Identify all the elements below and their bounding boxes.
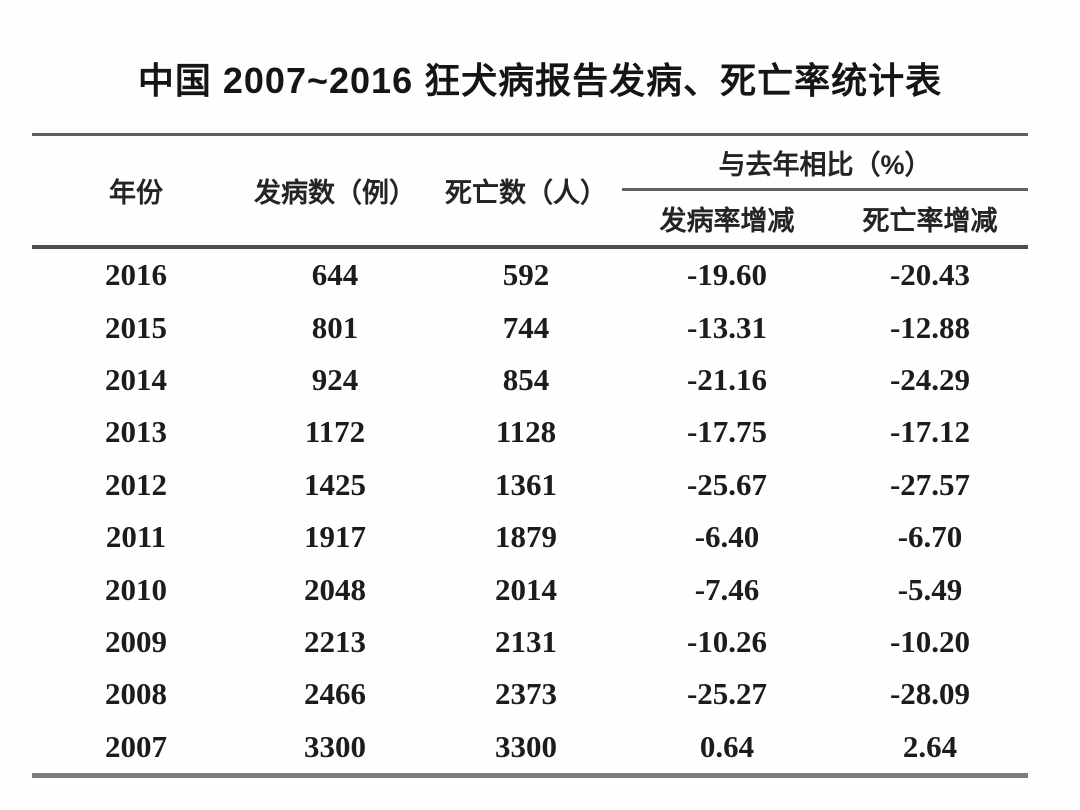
cell-cases: 924 <box>311 361 359 397</box>
cell-deaths: 2131 <box>495 623 557 659</box>
cell-year: 2016 <box>105 257 167 293</box>
cell-year: 2014 <box>105 361 167 397</box>
cell-incidence-change: -19.60 <box>686 257 768 293</box>
table-header: 年份 发病数（例） 死亡数（人） 与去年相比（%） 发病率增减 死亡率增减 <box>32 133 1028 249</box>
table-row: 2012 1425 1361 -25.67 -27.57 <box>32 459 1028 511</box>
cell-mortality-change: -24.29 <box>889 361 971 397</box>
cell-year: 2010 <box>105 571 167 607</box>
cell-mortality-change: -27.57 <box>889 466 971 502</box>
cell-year: 2013 <box>105 414 167 450</box>
cell-mortality-change: -6.70 <box>897 519 963 555</box>
header-deaths: 死亡数（人） <box>445 178 607 208</box>
header-year: 年份 <box>109 178 163 208</box>
cell-deaths: 854 <box>502 361 550 397</box>
table-row: 2016 644 592 -19.60 -20.43 <box>32 249 1028 301</box>
cell-mortality-change: -20.43 <box>889 257 971 293</box>
table-title: 中国 2007~2016 狂犬病报告发病、死亡率统计表 <box>137 60 943 101</box>
cell-mortality-change: -28.09 <box>889 676 971 712</box>
cell-cases: 1172 <box>304 414 366 450</box>
cell-cases: 2213 <box>304 623 366 659</box>
cell-deaths: 1361 <box>495 466 557 502</box>
cell-year: 2008 <box>105 676 167 712</box>
table-row: 2007 3300 3300 0.64 2.64 <box>32 721 1028 773</box>
cell-incidence-change: -6.40 <box>694 519 760 555</box>
cell-deaths: 1128 <box>495 414 557 450</box>
cell-mortality-change: -10.20 <box>889 623 971 659</box>
cell-cases: 3300 <box>304 728 366 764</box>
cell-incidence-change: -21.16 <box>686 361 768 397</box>
cell-incidence-change: -25.67 <box>686 466 768 502</box>
cell-cases: 2048 <box>304 571 366 607</box>
cell-incidence-change: 0.64 <box>699 728 755 764</box>
cell-year: 2007 <box>105 728 167 764</box>
cell-cases: 644 <box>311 257 359 293</box>
table-row: 2008 2466 2373 -25.27 -28.09 <box>32 668 1028 720</box>
cell-year: 2012 <box>105 466 167 502</box>
table-row: 2015 801 744 -13.31 -12.88 <box>32 301 1028 353</box>
cell-cases: 2466 <box>304 676 366 712</box>
cell-mortality-change: 2.64 <box>902 728 958 764</box>
cell-incidence-change: -7.46 <box>694 571 760 607</box>
cell-year: 2015 <box>105 309 167 345</box>
cell-incidence-change: -10.26 <box>686 623 768 659</box>
cell-year: 2009 <box>105 623 167 659</box>
table-row: 2013 1172 1128 -17.75 -17.12 <box>32 406 1028 458</box>
table-row: 2011 1917 1879 -6.40 -6.70 <box>32 511 1028 563</box>
cell-incidence-change: -13.31 <box>686 309 768 345</box>
cell-cases: 1425 <box>304 466 366 502</box>
cell-deaths: 3300 <box>495 728 557 764</box>
cell-incidence-change: -25.27 <box>686 676 768 712</box>
cell-cases: 1917 <box>304 519 366 555</box>
header-vs-last-year-group: 与去年相比（%） <box>622 136 1028 191</box>
cell-mortality-change: -12.88 <box>889 309 971 345</box>
table-body: 2016 644 592 -19.60 -20.43 2015 801 744 … <box>32 249 1028 778</box>
table-row: 2014 924 854 -21.16 -24.29 <box>32 354 1028 406</box>
statistics-table: 年份 发病数（例） 死亡数（人） 与去年相比（%） 发病率增减 死亡率增减 20… <box>32 133 1028 778</box>
header-incidence-change: 发病率增减 <box>659 205 795 236</box>
cell-deaths: 592 <box>502 257 550 293</box>
cell-deaths: 2014 <box>495 571 557 607</box>
cell-cases: 801 <box>311 309 359 345</box>
cell-incidence-change: -17.75 <box>686 414 768 450</box>
cell-deaths: 1879 <box>495 519 557 555</box>
table-row: 2010 2048 2014 -7.46 -5.49 <box>32 563 1028 615</box>
header-cases: 发病数（例） <box>254 178 416 208</box>
cell-year: 2011 <box>105 519 167 555</box>
header-mortality-change: 死亡率增减 <box>862 205 998 236</box>
cell-deaths: 2373 <box>495 676 557 712</box>
cell-mortality-change: -5.49 <box>897 571 963 607</box>
table-row: 2009 2213 2131 -10.26 -10.20 <box>32 616 1028 668</box>
cell-mortality-change: -17.12 <box>889 414 971 450</box>
cell-deaths: 744 <box>502 309 550 345</box>
